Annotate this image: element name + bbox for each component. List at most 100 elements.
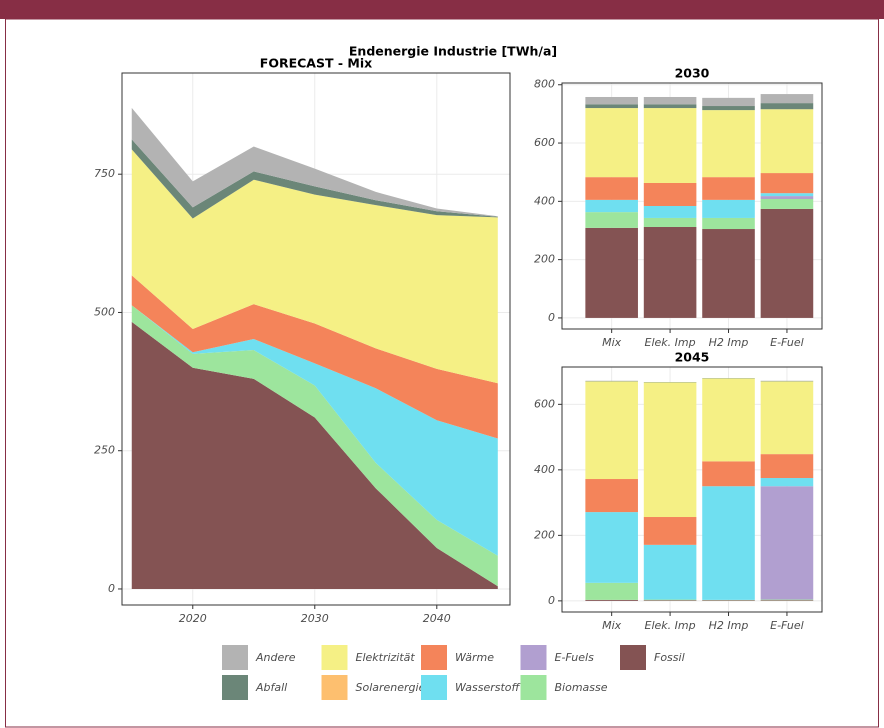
bar-segment (760, 196, 814, 200)
bar-segment (760, 103, 814, 110)
bar-segment (585, 381, 638, 480)
area (131, 321, 498, 589)
bar-segment (760, 109, 814, 174)
bar-segment (585, 108, 638, 178)
legend-swatch (620, 645, 646, 670)
legend-label: E-Fuels (555, 651, 595, 664)
legend-swatch (421, 675, 447, 700)
bar-segment (643, 108, 697, 183)
area (131, 149, 498, 384)
bar-segment (643, 96, 697, 105)
bar-segment (643, 600, 697, 601)
chart-title: 2045 (675, 350, 710, 365)
x-tick-label: Elek. Imp (645, 619, 696, 632)
legend-swatch (321, 675, 348, 700)
bar-segment (760, 599, 814, 601)
bar-segment (643, 382, 697, 518)
bar-segment (702, 199, 755, 218)
bar-segment (702, 378, 755, 462)
bar-segment (760, 173, 814, 194)
x-tick-label: Mix (602, 336, 622, 349)
bar-segment (643, 182, 697, 206)
y-tick-label: 200 (534, 253, 555, 266)
bar-segment (760, 381, 814, 455)
bar-segment (760, 486, 814, 600)
bar-segment (585, 104, 638, 109)
bar-segment (585, 599, 638, 601)
legend-swatch (421, 645, 447, 670)
super-title: Endenergie Industrie [TWh/a] (349, 44, 557, 59)
legend-label: Andere (255, 651, 296, 664)
panel-border (121, 72, 511, 606)
bar-segment (585, 582, 638, 600)
bar-segment (760, 600, 814, 601)
y-tick-label: 750 (94, 167, 115, 180)
y-tick-label: 0 (108, 582, 115, 595)
y-tick-label: 600 (534, 136, 555, 149)
legend-swatch (520, 675, 547, 700)
y-tick-label: 800 (534, 78, 555, 91)
y-tick-label: 250 (94, 444, 115, 457)
bar-segment (702, 461, 755, 487)
y-tick-label: 600 (534, 397, 555, 410)
y-tick-label: 400 (534, 463, 555, 476)
legend-swatch (222, 645, 248, 670)
x-tick-label: H2 Imp (709, 619, 749, 632)
x-tick-label: Mix (602, 619, 622, 632)
bar-segment (643, 544, 697, 600)
bar-segment (702, 486, 755, 600)
legend-label: Abfall (255, 681, 287, 694)
y-tick-label: 400 (534, 194, 555, 207)
area (131, 305, 498, 556)
chart-title: FORECAST - Mix (260, 56, 372, 71)
bar-segment (643, 206, 697, 218)
x-tick-label: E-Fuel (770, 336, 804, 349)
bar-segment (585, 227, 638, 318)
y-tick-label: 0 (548, 311, 555, 324)
legend-swatch (321, 645, 348, 670)
bar-segment (585, 96, 638, 105)
bar-segment (585, 212, 638, 228)
legend-label: Biomasse (555, 681, 608, 694)
bar-segment (585, 512, 638, 583)
y-tick-label: 0 (548, 594, 555, 607)
chart-title: 2030 (675, 66, 710, 81)
x-tick-label: 2030 (301, 612, 329, 625)
legend-label: Elektrizität (356, 651, 416, 664)
bar-segment (702, 110, 755, 178)
y-tick-label: 200 (534, 528, 555, 541)
x-tick-label: Elek. Imp (645, 336, 696, 349)
panel-border (561, 82, 823, 330)
legend-label: Fossil (654, 651, 685, 664)
legend-label: Solarenergie (356, 681, 426, 694)
bar-segment (702, 229, 755, 318)
x-tick-label: E-Fuel (770, 619, 804, 632)
legend-label: Wasserstoff (455, 681, 521, 694)
bar-segment (643, 226, 697, 318)
bar-segment (643, 599, 697, 601)
bar-segment (585, 479, 638, 513)
legend-swatch (222, 675, 248, 700)
bar-segment (585, 199, 638, 213)
bar-segment (585, 177, 638, 200)
bar-segment (702, 600, 755, 601)
bar-segment (702, 106, 755, 111)
legend-swatch (520, 645, 547, 670)
bar-segment (760, 454, 814, 479)
bar-segment (702, 177, 755, 200)
bar-segment (760, 199, 814, 209)
area (131, 139, 498, 219)
bar-segment (643, 217, 697, 227)
bar-segment (760, 94, 814, 104)
bar-segment (760, 478, 814, 487)
area (131, 305, 498, 587)
panel-border (561, 366, 823, 613)
bar-segment (760, 208, 814, 318)
bar-segment (760, 193, 814, 197)
bar-segment (702, 217, 755, 230)
top-bar (0, 0, 884, 19)
bar-segment (702, 97, 755, 107)
y-tick-label: 500 (94, 305, 115, 318)
bar-segment (643, 104, 697, 109)
